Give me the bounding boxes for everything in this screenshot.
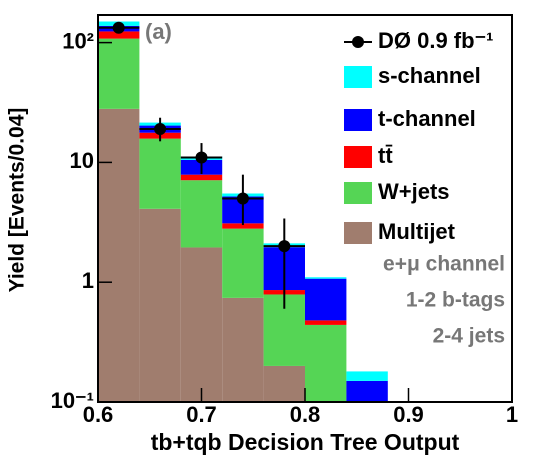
legend-swatch [344,222,372,244]
legend-swatch [344,109,372,131]
y-tick-label: 10² [62,28,94,53]
y-tick-label: 10 [70,148,94,173]
legend-label: W+jets [378,179,450,204]
data-point [154,123,167,136]
legend-swatch [344,182,372,204]
data-point [278,240,291,253]
data-point [236,192,249,205]
bar [305,277,347,279]
bar [139,138,181,209]
y-axis-label: Yield [Events/0.04] [6,108,29,293]
x-tick-label: 0.8 [290,402,321,427]
bar [222,297,264,402]
legend-label: DØ 0.9 fb⁻¹ [378,28,494,53]
bar [305,324,347,402]
data-point [112,21,125,34]
x-tick-label: 0.9 [393,402,424,427]
bar [305,278,347,321]
annotation: e+μ channel [383,253,505,276]
bar [305,320,347,325]
x-tick-label: 0.6 [83,402,114,427]
x-axis-label: tb+tqb Decision Tree Output [151,429,460,455]
legend-label: s-channel [378,63,481,88]
annotation: 1-2 b-tags [406,289,505,312]
bar [346,371,388,381]
bar [98,31,140,39]
bar [263,365,305,402]
legend-label: Multijet [378,219,456,244]
x-tick-label: 0.7 [186,402,217,427]
x-tick-label: 1 [506,402,518,427]
bar [180,180,223,248]
bar [139,208,181,402]
legend-swatch [344,146,372,168]
legend-marker [352,36,364,48]
legend-label: t-channel [378,106,476,131]
y-tick-label: 10⁻¹ [51,388,94,413]
legend-label: tt̄ [378,143,393,168]
bar [98,108,140,402]
bar [346,465,387,469]
bar [180,174,223,181]
bar [222,228,264,298]
chart-title: (a) [145,19,172,44]
bar [222,223,264,229]
bar [346,380,388,402]
annotation: 2-4 jets [433,325,505,348]
data-point [195,151,208,164]
legend-swatch [344,66,372,88]
bar [98,38,140,109]
bar [180,247,223,402]
y-tick-label: 1 [82,268,94,293]
